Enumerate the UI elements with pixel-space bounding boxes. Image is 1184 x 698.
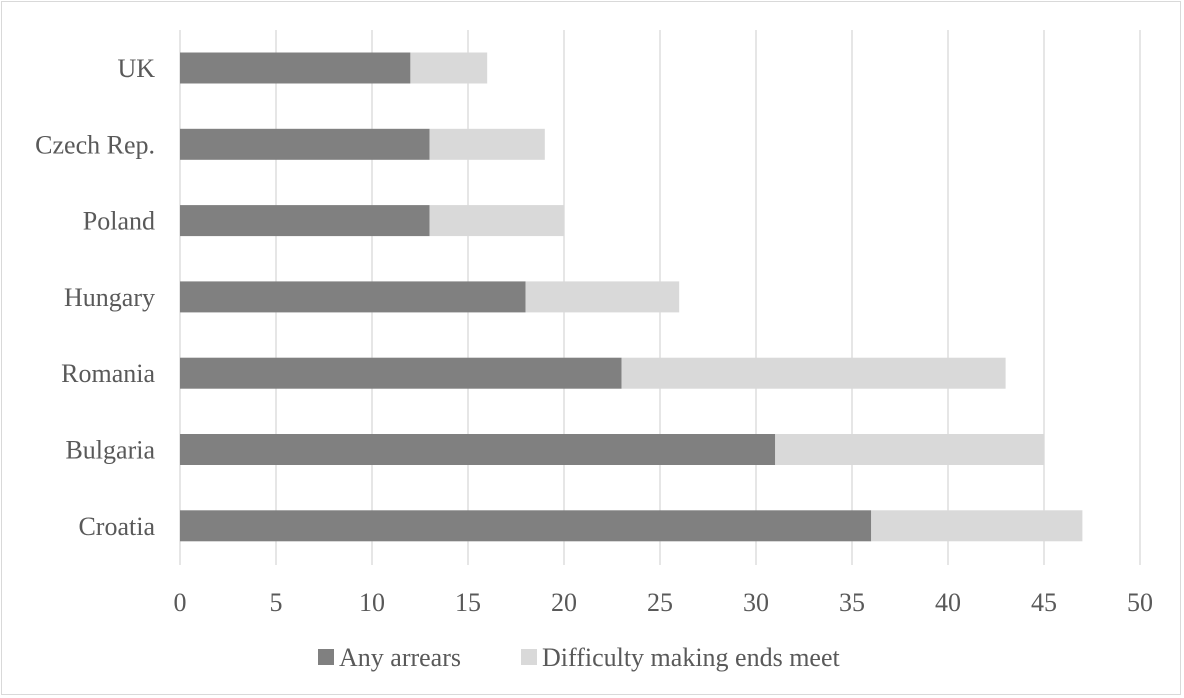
bar-any-arrears [180, 281, 526, 313]
category-label: Croatia [78, 512, 155, 541]
legend-label: Difficulty making ends meet [542, 643, 841, 672]
bars [180, 52, 1083, 542]
legend-label: Any arrears [339, 643, 461, 672]
category-label: Czech Rep. [35, 130, 155, 159]
category-label: Bulgaria [65, 436, 155, 465]
x-tick-label: 30 [743, 588, 769, 617]
x-tick-label: 10 [359, 588, 385, 617]
bar-difficulty-making-ends-meet [871, 510, 1083, 542]
bar-any-arrears [180, 434, 776, 465]
x-axis-ticks: 0 5 10 15 20 25 30 35 40 45 50 [174, 588, 1154, 617]
x-tick-label: 25 [647, 588, 673, 617]
y-axis-categories: UK Czech Rep. Poland Hungary Romania Bulgaria… [35, 54, 155, 541]
bar-difficulty-making-ends-meet [775, 434, 1044, 465]
x-tick-label: 40 [935, 588, 961, 617]
x-tick-label: 35 [839, 588, 865, 617]
category-label: UK [117, 54, 155, 83]
bar-any-arrears [180, 52, 411, 84]
x-tick-label: 45 [1031, 588, 1057, 617]
bar-difficulty-making-ends-meet [429, 205, 564, 237]
x-tick-label: 0 [174, 588, 187, 617]
category-label: Hungary [64, 283, 155, 312]
legend-swatch [521, 649, 537, 665]
bar-difficulty-making-ends-meet [621, 357, 1006, 389]
x-tick-label: 5 [270, 588, 283, 617]
bar-any-arrears [180, 128, 430, 160]
category-label: Romania [61, 359, 155, 388]
bar-difficulty-making-ends-meet [410, 52, 488, 84]
bar-any-arrears [180, 357, 622, 389]
bar-difficulty-making-ends-meet [429, 128, 545, 160]
bar-any-arrears [180, 205, 430, 237]
bar-difficulty-making-ends-meet [525, 281, 680, 313]
x-tick-label: 15 [455, 588, 481, 617]
x-tick-label: 20 [551, 588, 577, 617]
gridlines [179, 30, 1141, 565]
bar-any-arrears [180, 510, 872, 542]
legend: Any arrears Difficulty making ends meet [318, 643, 841, 672]
x-tick-label: 50 [1127, 588, 1153, 617]
category-label: Poland [83, 207, 155, 236]
legend-swatch [318, 649, 334, 665]
